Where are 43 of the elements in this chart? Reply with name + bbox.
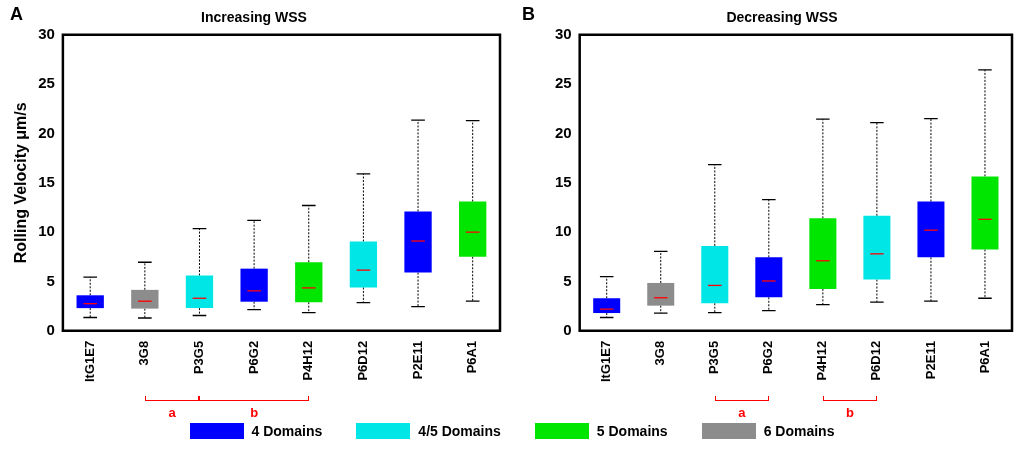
x-tick-label: P3G5	[191, 340, 207, 375]
y-axis-title: Rolling Velocity μm/s	[12, 102, 30, 264]
y-tick-label: 15	[555, 172, 572, 190]
x-tick-label: P3G5	[706, 340, 722, 375]
x-tick-label: P6A1	[976, 340, 992, 374]
y-tick-label: 20	[555, 123, 572, 141]
x-tick-label: P6G2	[245, 340, 261, 375]
x-tick-label: P6A1	[464, 340, 480, 374]
x-tick-label: P6G2	[760, 340, 776, 375]
y-tick-label: 25	[555, 74, 572, 92]
x-tick-label: ItG1E7	[598, 340, 614, 382]
y-tick-label: 5	[46, 271, 55, 289]
text: A	[10, 4, 23, 25]
y-tick-label: 30	[38, 24, 55, 42]
text: b	[845, 405, 854, 420]
text: b	[250, 405, 259, 420]
legend-label: 5 Domains	[596, 423, 668, 439]
x-tick-label: ItG1E7	[81, 340, 97, 382]
y-tick-label: 10	[38, 222, 55, 240]
legend-label: 4 Domains	[251, 423, 323, 439]
x-tick-label: 3G8	[136, 340, 152, 366]
y-tick-label: 25	[38, 74, 55, 92]
x-tick-label: P6D12	[354, 340, 370, 381]
y-tick-label: 0	[46, 320, 55, 338]
x-tick-label: P4H12	[814, 340, 830, 381]
x-tick-label: 3G8	[652, 340, 668, 366]
text: a	[738, 405, 746, 420]
y-tick-label: 15	[38, 172, 55, 190]
legend-label: 4/5 Domains	[418, 423, 501, 439]
x-tick-label: P2E11	[922, 340, 938, 380]
x-tick-label: P6D12	[868, 340, 884, 381]
x-tick-label: P4H12	[300, 340, 316, 381]
y-tick-label: 0	[563, 320, 572, 338]
text: B	[522, 4, 535, 25]
y-tick-label: 10	[555, 222, 572, 240]
y-tick-label: 30	[555, 24, 572, 42]
text: a	[168, 405, 176, 420]
y-tick-label: 20	[38, 123, 55, 141]
legend-label: 6 Domains	[763, 423, 835, 439]
y-tick-label: 5	[563, 271, 572, 289]
chart-title: Decreasing WSS	[726, 9, 838, 26]
chart-title: Increasing WSS	[201, 9, 307, 26]
x-tick-label: P2E11	[409, 340, 425, 380]
